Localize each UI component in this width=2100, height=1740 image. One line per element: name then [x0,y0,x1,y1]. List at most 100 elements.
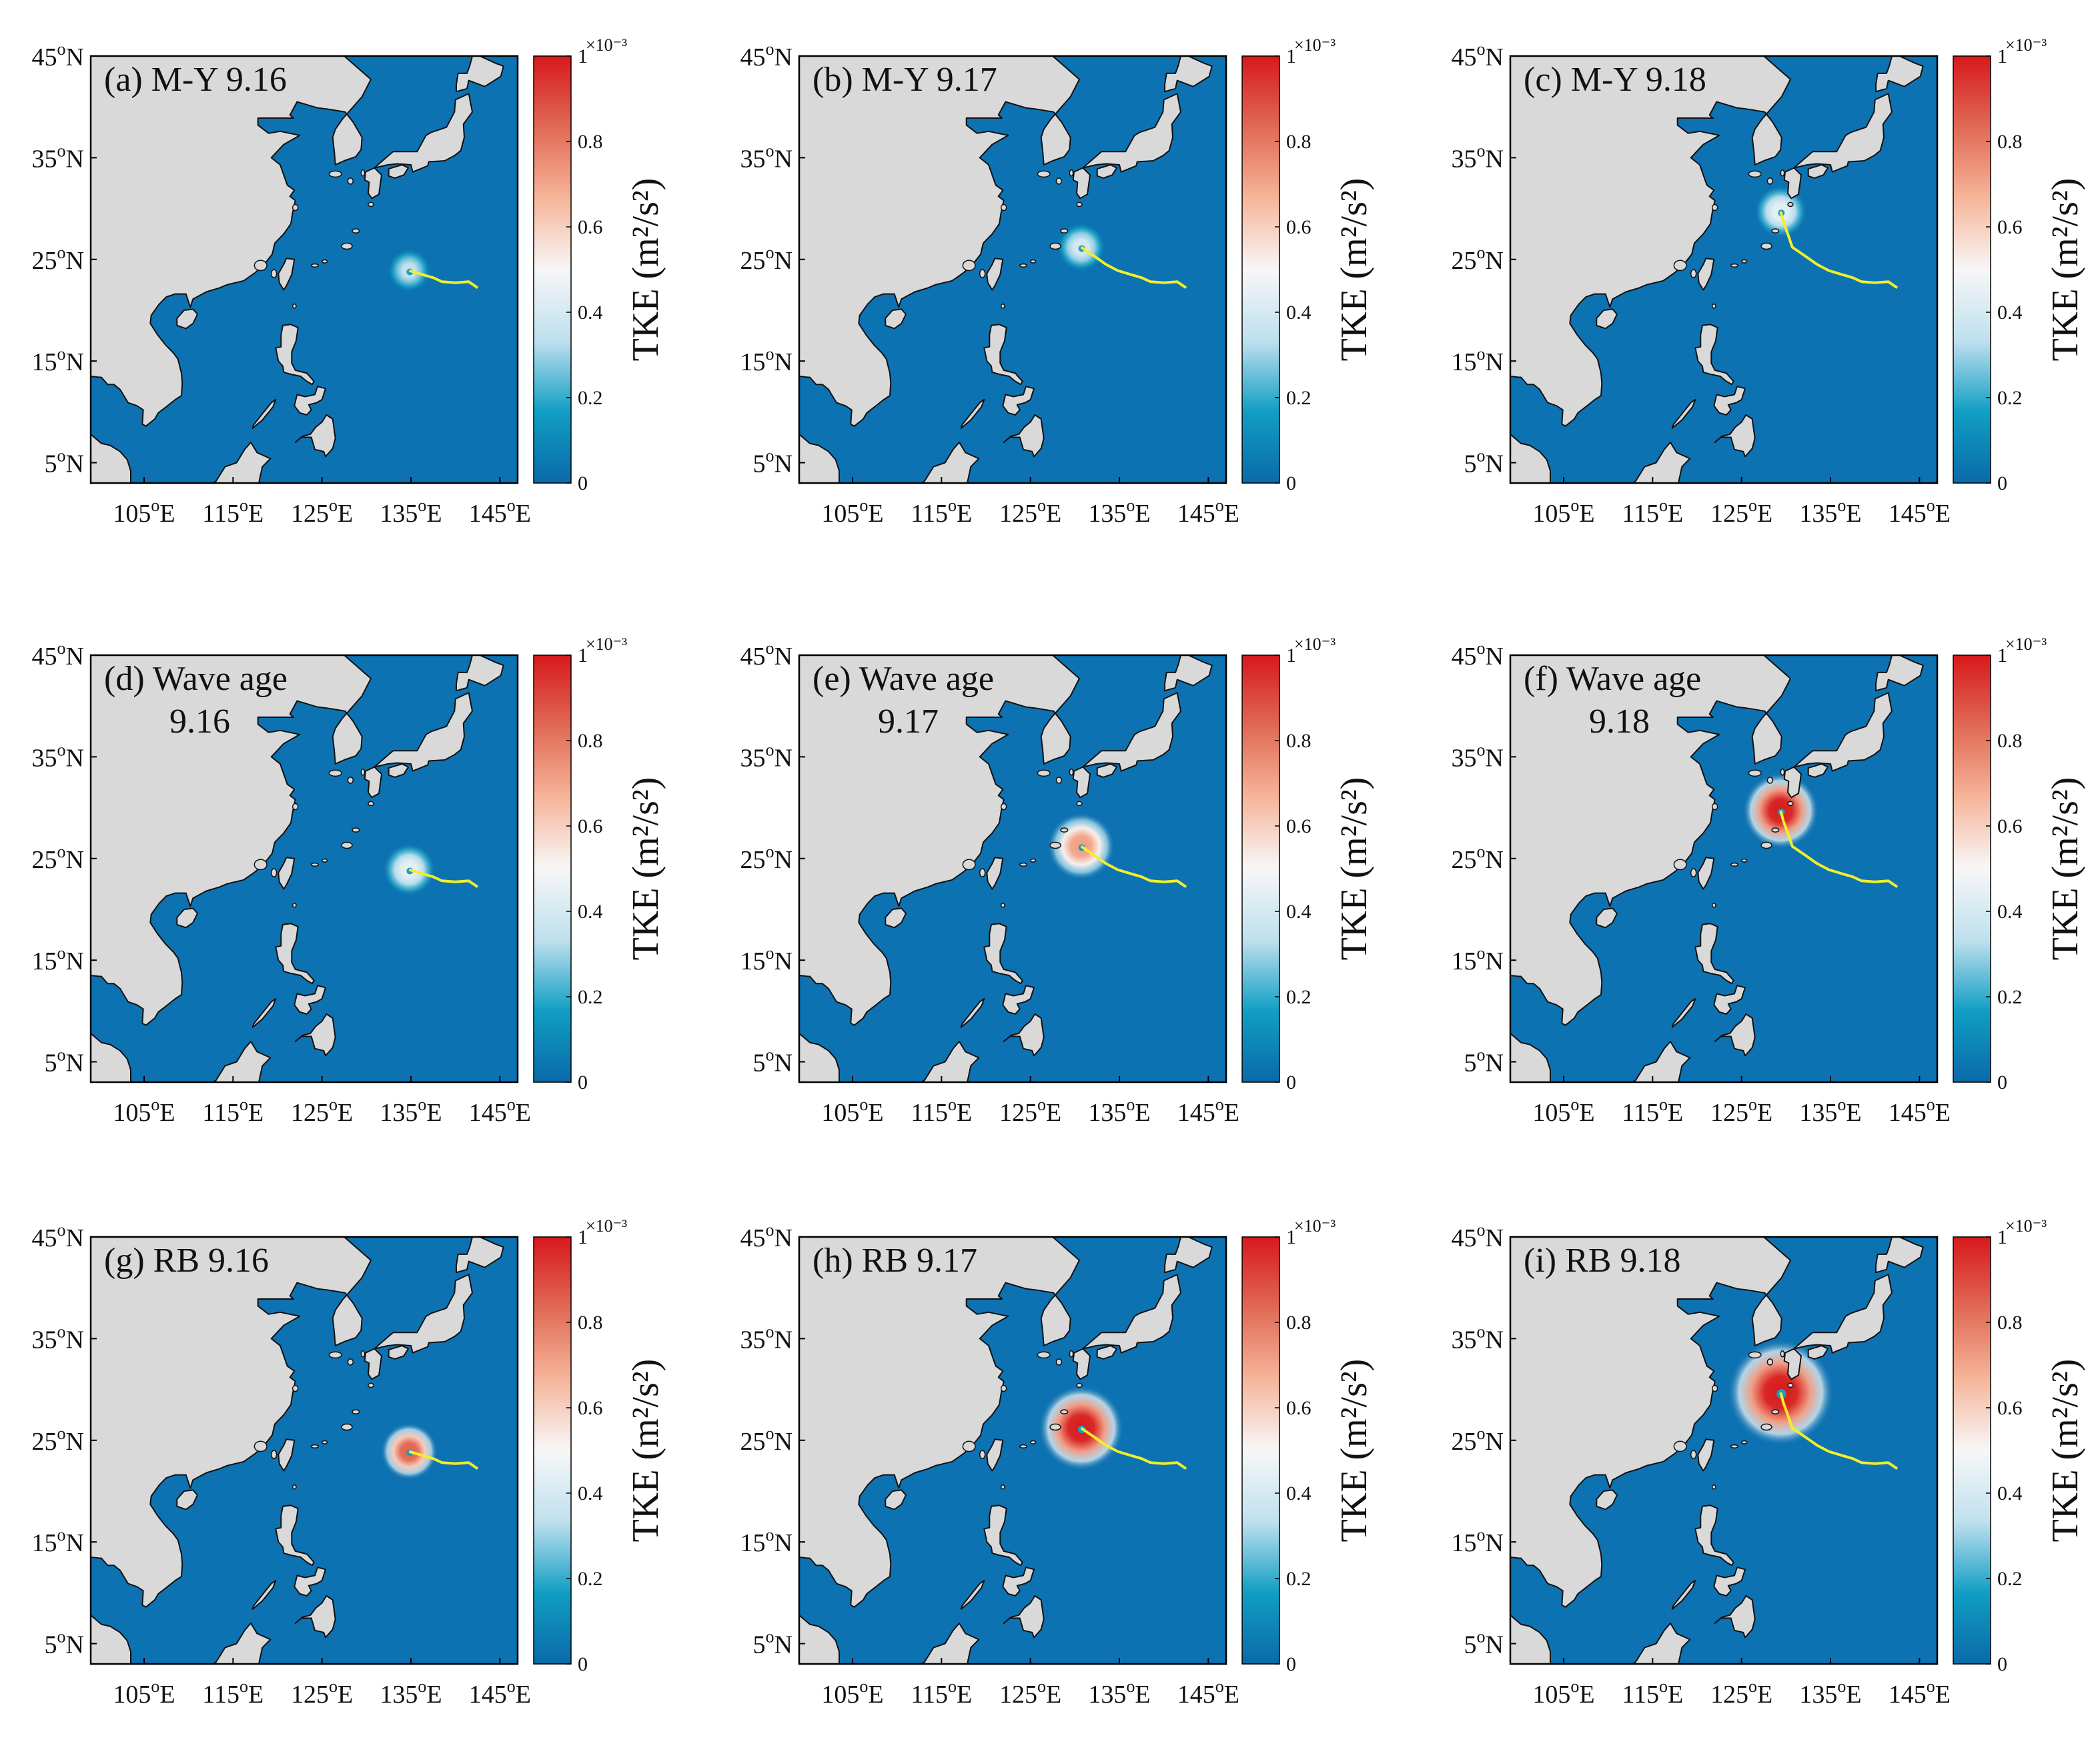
island [1771,827,1780,833]
island [1690,1450,1697,1459]
colorbar-exponent: ×10⁻³ [2005,1216,2047,1236]
island [1766,777,1774,784]
panel-title: (a) M-Y 9.16 [104,61,287,99]
lat-tick-label: 5oN [1464,1627,1504,1659]
colorbar-label: TKE (m²/s²) [625,1359,666,1543]
lat-tick-label: 35oN [32,1322,84,1354]
colorbar-tick-label: 0 [1997,1071,2007,1094]
land-palawan [960,399,985,429]
land-palawan [1671,1580,1696,1610]
land-visayas [294,985,326,1015]
lat-tick-label: 15oN [740,344,793,376]
colorbar-tick-label: 0.2 [1997,387,2023,409]
colorbar-tick-label: 0.2 [1286,1568,1311,1590]
colorbar-tick-label: 0.8 [1997,730,2023,752]
map-panel-a: 45oN 35oN 25oN 15oN 5oN 105oE 115oE 125oE 135oE 1… [32,35,666,528]
island [1037,1351,1051,1359]
island [360,1350,366,1358]
colorbar: 0 0.2 0.4 0.6 0.8 1×10⁻³ TKE (m²/s²) [533,1216,666,1675]
lon-tick-label: 135oE [1799,1095,1861,1127]
colorbar-scale [1953,655,1991,1083]
lon-tick-label: 105oE [821,1095,883,1127]
lon-tick-label: 125oE [291,1677,353,1709]
colorbar: 0 0.2 0.4 0.6 0.8 1×10⁻³ TKE (m²/s²) [1953,35,2086,494]
island [1780,169,1785,177]
land-malay [799,1614,840,1664]
island [1730,1444,1739,1448]
island [1069,768,1074,776]
typhoon-track [408,868,479,889]
island [1730,263,1739,268]
island [1000,803,1007,811]
lat-tick-label: 25oN [32,243,84,275]
colorbar-tick-label: 1 [1286,45,1296,67]
lat-tick-label: 15oN [1452,344,1504,376]
colorbar-tick-label: 1 [1997,644,2007,667]
colorbar-tick-label: 0 [1286,1653,1296,1675]
land-malay [799,433,840,483]
island [1019,263,1028,268]
island [979,1450,986,1459]
island [1037,170,1051,178]
land-kyushu [364,766,382,799]
lon-tick-label: 135oE [380,1095,442,1127]
land-hainan [1596,907,1618,929]
land-hainan [176,308,198,330]
land-malay [1510,433,1551,483]
island [1060,1409,1069,1414]
island [1711,903,1716,908]
land-taiwan [1697,857,1715,890]
island [1000,203,1007,211]
colorbar-tick-label: 0.4 [578,901,603,923]
lat-tick-label: 25oN [740,243,793,275]
lon-tick-label: 105oE [821,1677,883,1709]
colorbar-tick-label: 0.4 [1286,901,1311,923]
colorbar-tick-label: 0.8 [578,131,603,153]
lon-tick-label: 135oE [1088,496,1150,528]
land-borneo [1601,1623,1691,1664]
panel-title: (d) Wave age [104,660,288,698]
colorbar-exponent: ×10⁻³ [2005,35,2047,55]
colorbar: 0 0.2 0.4 0.6 0.8 1×10⁻³ TKE (m²/s²) [1241,35,1375,494]
island [1690,269,1697,278]
colorbar-tick-label: 0.6 [1286,216,1311,238]
colorbar-label: TKE (m²/s²) [1334,178,1375,362]
island [1049,242,1061,250]
land-borneo [890,1041,980,1082]
map-panel-i: 45oN 35oN 25oN 15oN 5oN 105oE 115oE 125oE 135oE 1… [1452,1216,2086,1709]
island [1049,1423,1061,1431]
island [1780,1350,1785,1358]
land-hokkaido [1164,56,1213,93]
island [310,862,320,867]
typhoon-track [1779,1392,1899,1470]
land-borneo [1601,1041,1691,1082]
land-mainland [91,1237,372,1608]
island [1029,1440,1037,1444]
land-mindanao [1003,1595,1045,1639]
land-honshu [374,692,473,772]
panel-title: (i) RB 9.18 [1524,1242,1680,1280]
colorbar-tick-label: 0.6 [578,1397,603,1419]
lon-tick-label: 115oE [911,1095,972,1127]
land-hainan [176,907,198,929]
island [352,827,360,833]
lat-tick-label: 15oN [740,1525,793,1557]
colorbar-tick-label: 0.2 [578,1568,603,1590]
colorbar-tick-label: 0.6 [1997,216,2023,238]
colorbar-tick-label: 1 [1286,1226,1296,1248]
land-honshu [1793,93,1893,173]
colorbar: 0 0.2 0.4 0.6 0.8 1×10⁻³ TKE (m²/s²) [1241,1216,1375,1675]
land-kyushu [1783,766,1802,799]
land-visayas [1713,1567,1746,1597]
land-hokkaido [1164,1237,1213,1274]
island [1787,1382,1794,1388]
land-hainan [885,907,907,929]
land-shikoku [1096,1345,1117,1360]
colorbar-exponent: ×10⁻³ [1294,35,1336,55]
island [962,1440,976,1452]
island [1029,858,1037,863]
island [1076,801,1083,807]
lat-tick-label: 25oN [740,842,793,874]
lon-tick-label: 105oE [1532,496,1594,528]
colorbar-label: TKE (m²/s²) [2045,1359,2086,1543]
